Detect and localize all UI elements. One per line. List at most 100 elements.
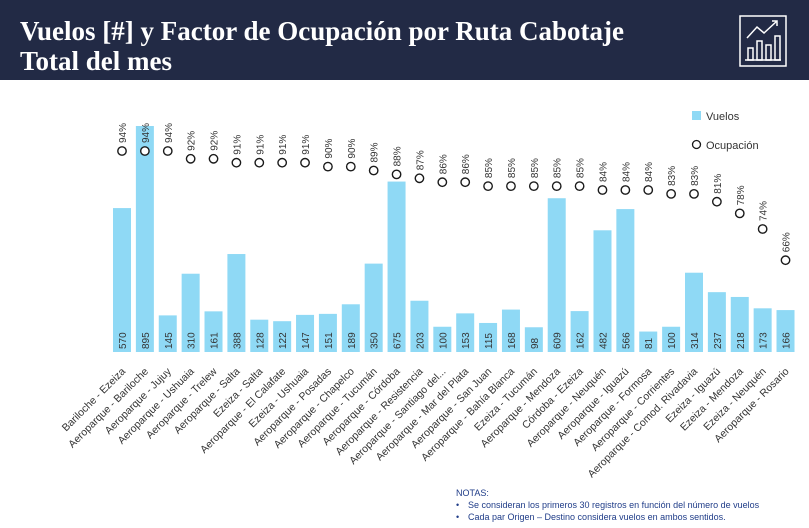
ocupacion-label: 90% (324, 138, 335, 158)
bar-vuelos (685, 272, 703, 352)
ocupacion-label: 84% (644, 162, 655, 182)
bar-vuelos (570, 311, 589, 352)
ocupacion-marker (620, 185, 631, 195)
ocupacion-marker (208, 153, 219, 164)
ocupacion-label: 92% (187, 131, 198, 151)
ocupacion-label: 78% (736, 185, 747, 205)
bar-vuelos (593, 230, 612, 352)
bar-value-label: 145 (164, 332, 175, 349)
legend-marker-ocupacion (691, 139, 702, 150)
ocupacion-marker (391, 169, 402, 180)
bar-vuelos (318, 313, 337, 352)
bar-value-label: 314 (690, 332, 701, 349)
bar-value-label: 147 (301, 332, 312, 349)
bar-vuelos (341, 304, 360, 352)
ocupacion-label: 87% (415, 150, 426, 170)
page-title: Vuelos [#] y Factor de Ocupación por Rut… (20, 16, 624, 46)
ocupacion-label: 85% (576, 158, 587, 178)
ocupacion-marker (231, 157, 242, 168)
bar-value-label: 166 (782, 332, 793, 349)
ocupacion-label: 91% (232, 135, 243, 155)
ocupacion-label: 91% (255, 135, 266, 155)
ocupacion-label: 86% (461, 154, 472, 174)
bar-value-label: 115 (484, 333, 495, 349)
ocupacion-marker (345, 161, 356, 172)
bar-vuelos (456, 313, 475, 352)
bar-vuelos (296, 314, 315, 352)
bar-value-label: 350 (370, 332, 381, 349)
bar-value-label: 675 (393, 332, 404, 349)
bar-vuelos (776, 310, 795, 352)
bar-value-label: 310 (187, 332, 198, 349)
bar-vuelos (387, 181, 406, 352)
bar-value-label: 566 (621, 332, 632, 349)
ocupacion-marker (300, 157, 310, 168)
bar-vuelos (433, 326, 452, 352)
ocupacion-marker (162, 146, 173, 156)
note-2-text: Cada par Origen – Destino considera vuel… (468, 512, 726, 522)
ocupacion-label: 92% (210, 131, 221, 151)
bar-vuelos (250, 319, 269, 352)
ocupacion-marker (597, 185, 608, 195)
bar-value-label: 237 (713, 332, 724, 349)
legend-label-ocupacion: Ocupación (706, 140, 759, 152)
bar-value-label: 153 (461, 332, 472, 349)
ocupacion-label: 89% (370, 142, 381, 162)
ocupacion-marker (711, 196, 722, 207)
ocupacion-marker (757, 224, 768, 234)
ocupacion-label: 84% (621, 162, 632, 182)
bar-value-label: 100 (438, 332, 449, 349)
bar-value-label: 570 (118, 332, 129, 349)
bar-value-label: 151 (324, 332, 335, 349)
bar-vuelos (227, 254, 246, 352)
ocupacion-label: 86% (438, 154, 449, 174)
bar-value-label: 98 (530, 337, 541, 349)
bar-vuelos (135, 126, 154, 352)
page-subtitle: Total del mes (20, 46, 173, 76)
ocupacion-label: 83% (690, 166, 701, 186)
chart-bar-logo-icon (739, 15, 787, 67)
bar-value-label: 388 (232, 332, 243, 349)
ocupacion-marker (689, 189, 699, 199)
ocupacion-marker (666, 189, 677, 199)
bar-value-label: 81 (644, 337, 655, 349)
ocupacion-marker (483, 181, 493, 192)
ocupacion-label: 91% (278, 135, 289, 155)
bar-value-label: 122 (278, 332, 289, 349)
bar-vuelos (639, 331, 658, 352)
bar-value-label: 218 (736, 332, 747, 349)
bar-vuelos (273, 321, 292, 352)
ocupacion-label: 94% (141, 123, 152, 143)
ocupacion-marker (437, 177, 448, 188)
bar-value-label: 168 (507, 332, 518, 349)
bar-value-label: 189 (347, 332, 358, 349)
ocupacion-label: 91% (301, 135, 312, 155)
bar-vuelos (501, 309, 520, 352)
ocupacion-marker (574, 181, 585, 192)
bar-value-label: 609 (553, 332, 564, 349)
bar-value-label: 482 (598, 332, 609, 349)
ocupacion-label: 85% (530, 158, 541, 178)
ocupacion-label: 85% (484, 158, 495, 178)
notes-block: NOTAS: • Se consideran los primeros 30 re… (456, 487, 759, 523)
ocupacion-label: 88% (393, 146, 404, 166)
bar-vuelos (616, 209, 635, 352)
ocupacion-marker (185, 153, 196, 164)
bar-vuelos (158, 315, 177, 352)
bar-vuelos (547, 198, 566, 352)
bar-value-label: 162 (576, 332, 587, 349)
header-bar: Vuelos [#] y Factor de Ocupación por Rut… (0, 0, 809, 80)
bar-vuelos (662, 326, 681, 352)
ocupacion-marker (780, 255, 791, 266)
note-1: • Se consideran los primeros 30 registros… (456, 500, 760, 510)
ocupacion-marker (734, 208, 745, 219)
legend-label-vuelos: Vuelos (706, 111, 740, 123)
ocupacion-label: 85% (507, 158, 518, 178)
bar-vuelos (753, 308, 772, 352)
ocupacion-label: 83% (667, 166, 678, 186)
ocupacion-label: 94% (164, 123, 175, 143)
ocupacion-marker (551, 181, 562, 192)
bar-value-label: 895 (141, 332, 152, 349)
note-1-text: Se consideran los primeros 30 registros … (468, 500, 760, 510)
